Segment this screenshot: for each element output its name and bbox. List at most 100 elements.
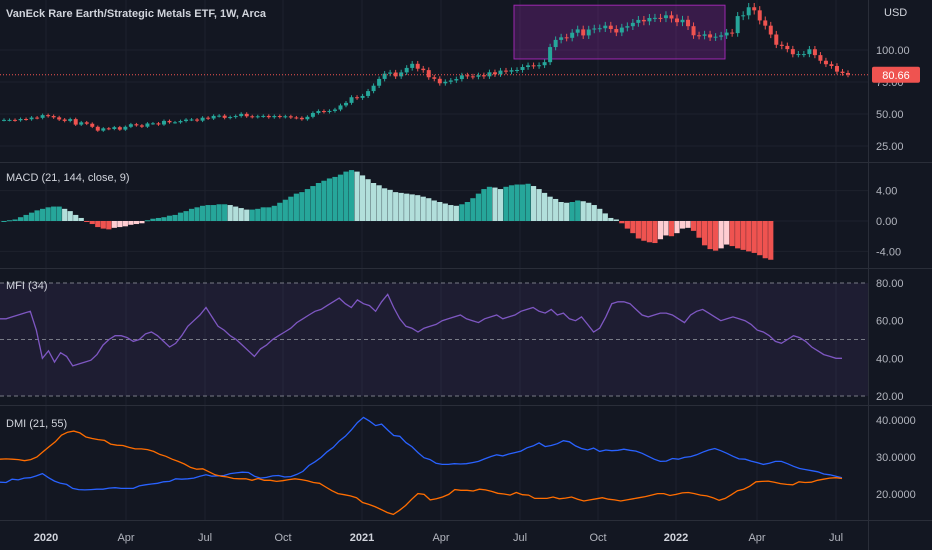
candle xyxy=(95,126,100,131)
macd-bar xyxy=(740,221,746,250)
macd-bar xyxy=(525,183,531,221)
candle xyxy=(206,117,211,119)
macd-bar xyxy=(492,187,498,221)
macd-bar xyxy=(144,220,151,222)
candle xyxy=(79,122,84,125)
candle xyxy=(145,123,150,127)
candle xyxy=(244,113,249,117)
candle xyxy=(217,115,222,117)
candle xyxy=(846,73,850,75)
macd-bar xyxy=(117,221,123,228)
macd-bar xyxy=(663,221,669,236)
macd-bar xyxy=(470,198,476,221)
candle xyxy=(658,17,663,19)
macd-bar xyxy=(486,186,493,221)
candle xyxy=(785,45,790,50)
last-price-marker: 80.66 xyxy=(0,66,920,83)
macd-bar xyxy=(652,221,658,244)
candle xyxy=(13,119,18,121)
macd-bar xyxy=(624,221,630,229)
mfi-title: MFI (34) xyxy=(6,280,48,292)
macd-bar xyxy=(244,209,250,221)
macd-bar xyxy=(536,189,542,221)
price-tick: 25.00 xyxy=(876,141,904,153)
candle xyxy=(575,29,580,33)
x-tick-label: Oct xyxy=(589,532,606,544)
macd-bar xyxy=(569,202,575,221)
macd-bar xyxy=(17,217,24,221)
macd-bar xyxy=(690,221,697,231)
candle xyxy=(426,70,431,78)
macd-bar xyxy=(514,184,520,221)
dmi-tick: 20.0000 xyxy=(876,489,916,501)
macd-bar xyxy=(155,217,162,221)
candle xyxy=(840,71,845,74)
candle xyxy=(112,127,117,129)
candle xyxy=(592,28,597,30)
candle xyxy=(29,117,34,120)
chart-title: VanEck Rare Earth/Strategic Metals ETF, … xyxy=(6,8,267,20)
candle xyxy=(150,123,155,125)
macd-bar xyxy=(128,221,134,225)
candle xyxy=(686,19,691,27)
candle xyxy=(470,76,475,78)
candle xyxy=(189,119,194,121)
mfi-tick: 60.00 xyxy=(876,316,904,328)
macd-bar xyxy=(293,193,299,221)
x-tick-label: Apr xyxy=(432,532,449,544)
macd-bar xyxy=(751,221,757,253)
candle xyxy=(40,115,45,118)
plus-di-line xyxy=(0,416,843,491)
candle xyxy=(371,85,376,92)
candle xyxy=(735,16,740,34)
candle xyxy=(73,119,78,125)
candle xyxy=(625,26,630,28)
x-axis[interactable]: 2020 Apr Jul Oct 2021 Apr Jul Oct 2022 Apr Jul xyxy=(34,532,843,544)
macd-bar xyxy=(376,185,382,221)
macd-bar xyxy=(564,202,570,221)
candle xyxy=(454,79,459,81)
candle xyxy=(763,20,768,26)
candle xyxy=(503,70,508,72)
candle xyxy=(415,63,420,69)
macd-bar xyxy=(260,207,266,221)
macd-bar xyxy=(635,221,641,239)
macd-bar xyxy=(354,171,360,221)
macd-bar xyxy=(216,204,222,221)
macd-bar xyxy=(597,208,603,221)
macd-bar xyxy=(453,205,459,221)
candle xyxy=(570,32,575,38)
macd-bar xyxy=(222,204,228,221)
candle xyxy=(90,123,95,127)
candle xyxy=(355,97,360,99)
macd-bar xyxy=(679,221,686,229)
macd-bar xyxy=(299,192,305,221)
candle xyxy=(448,80,453,82)
candle xyxy=(498,70,503,75)
candle xyxy=(548,47,553,63)
candle xyxy=(393,72,398,77)
candle xyxy=(178,121,183,123)
y-axis[interactable]: 100.0075.0050.0025.004.000.00-4.0080.006… xyxy=(876,45,916,501)
x-tick-label: Oct xyxy=(274,532,291,544)
macd-bar xyxy=(40,208,46,221)
macd-bar xyxy=(1,221,7,222)
candle xyxy=(139,125,144,127)
candle xyxy=(117,127,122,130)
candle xyxy=(752,7,757,11)
candle xyxy=(630,22,635,27)
macd-bar xyxy=(194,207,200,221)
macd-bar xyxy=(757,221,763,256)
macd-bar xyxy=(95,221,101,228)
candle xyxy=(708,34,713,38)
candle xyxy=(101,128,106,131)
price-tick: 100.00 xyxy=(876,45,910,57)
x-tick-label: Jul xyxy=(198,532,212,544)
candle xyxy=(200,117,205,121)
candle xyxy=(410,63,415,68)
candle xyxy=(321,111,326,113)
macd-bar xyxy=(271,205,277,221)
